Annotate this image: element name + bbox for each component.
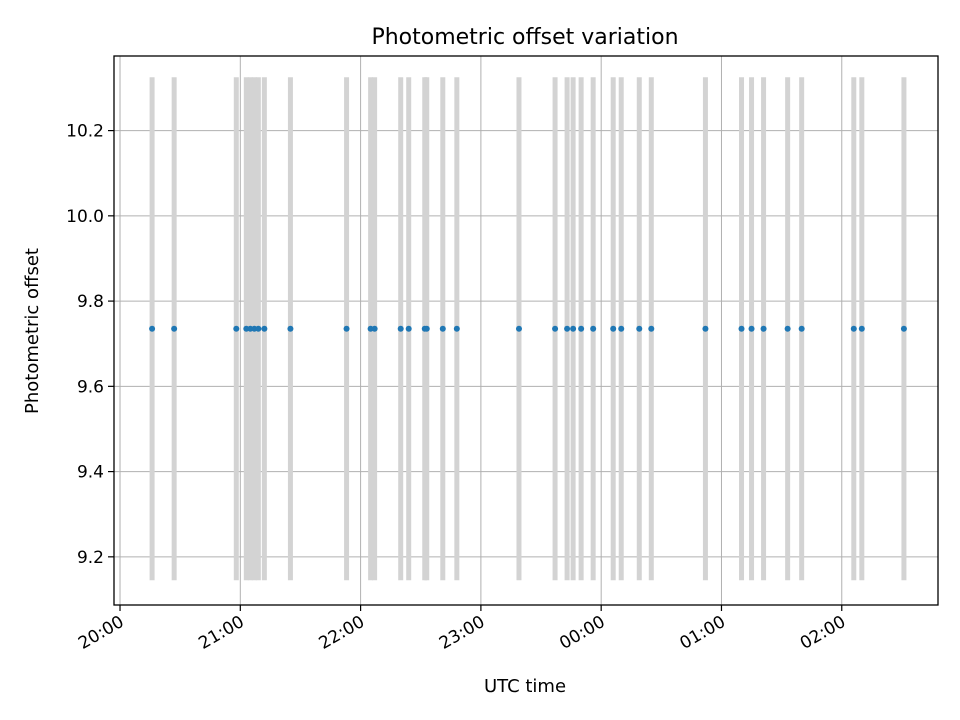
data-point: [858, 325, 865, 332]
data-point: [610, 325, 617, 332]
data-point: [233, 325, 240, 332]
data-point: [171, 325, 178, 332]
data-point: [578, 325, 585, 332]
plot-frame: [113, 55, 939, 606]
data-point: [343, 325, 350, 332]
data-point: [371, 325, 378, 332]
data-point: [405, 325, 412, 332]
data-point: [618, 325, 625, 332]
y-axis-label: Photometric offset: [22, 248, 43, 414]
chart-title: Photometric offset variation: [371, 25, 678, 50]
data-point: [760, 325, 767, 332]
y-tick-label: 10.2: [66, 122, 104, 142]
data-point: [261, 325, 268, 332]
data-point: [149, 325, 156, 332]
data-point: [255, 325, 262, 332]
data-point: [784, 325, 791, 332]
data-point: [515, 325, 522, 332]
data-point: [850, 325, 857, 332]
data-point: [453, 325, 460, 332]
data-point: [738, 325, 745, 332]
data-point: [748, 325, 755, 332]
data-point: [423, 325, 430, 332]
data-point: [900, 325, 907, 332]
y-tick-label: 9.2: [77, 548, 104, 568]
data-points: [149, 325, 907, 332]
data-point: [636, 325, 643, 332]
y-tick-label: 9.6: [77, 377, 104, 397]
data-point: [570, 325, 577, 332]
data-point: [287, 325, 294, 332]
y-tick-label: 9.8: [77, 292, 104, 312]
y-tick-label: 9.4: [77, 463, 104, 483]
data-point: [552, 325, 559, 332]
data-point: [564, 325, 571, 332]
data-point: [439, 325, 446, 332]
data-point: [702, 325, 709, 332]
data-point: [590, 325, 597, 332]
y-tick-label: 10.0: [66, 207, 104, 227]
data-point: [648, 325, 655, 332]
x-axis-label: UTC time: [484, 676, 566, 697]
data-point: [798, 325, 805, 332]
data-point: [397, 325, 404, 332]
y-axis-ticks: 9.2 9.4 9.6 9.8 10.0 10.2: [66, 122, 114, 568]
